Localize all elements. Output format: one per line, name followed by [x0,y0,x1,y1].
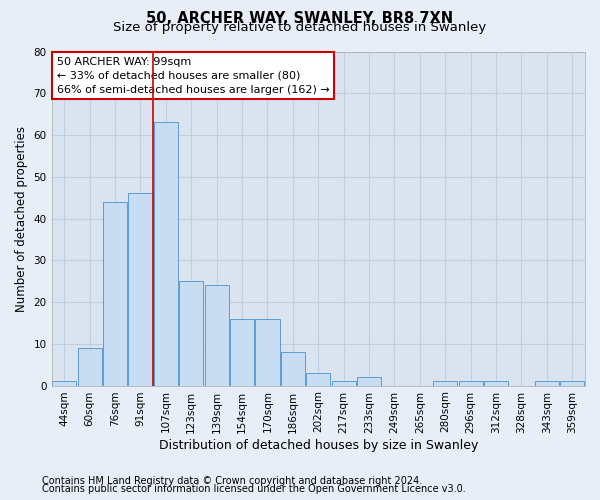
Bar [179,281,203,386]
Text: 50, ARCHER WAY, SWANLEY, BR8 7XN: 50, ARCHER WAY, SWANLEY, BR8 7XN [146,11,454,26]
Bar [560,382,584,386]
Text: Contains public sector information licensed under the Open Government Licence v3: Contains public sector information licen… [42,484,466,494]
Y-axis label: Number of detached properties: Number of detached properties [15,126,28,312]
Bar [256,319,280,386]
Bar [458,382,483,386]
Text: 50 ARCHER WAY: 99sqm
← 33% of detached houses are smaller (80)
66% of semi-detac: 50 ARCHER WAY: 99sqm ← 33% of detached h… [57,56,329,94]
Bar [230,319,254,386]
Bar [281,352,305,386]
Bar [205,286,229,386]
Bar [535,382,559,386]
Bar [52,382,76,386]
Bar [77,348,102,386]
Bar [103,202,127,386]
Text: Size of property relative to detached houses in Swanley: Size of property relative to detached ho… [113,22,487,35]
Bar [332,382,356,386]
Bar [484,382,508,386]
Bar [154,122,178,386]
Bar [128,194,152,386]
Bar [306,373,331,386]
X-axis label: Distribution of detached houses by size in Swanley: Distribution of detached houses by size … [158,440,478,452]
Bar [357,377,381,386]
Text: Contains HM Land Registry data © Crown copyright and database right 2024.: Contains HM Land Registry data © Crown c… [42,476,422,486]
Bar [433,382,457,386]
